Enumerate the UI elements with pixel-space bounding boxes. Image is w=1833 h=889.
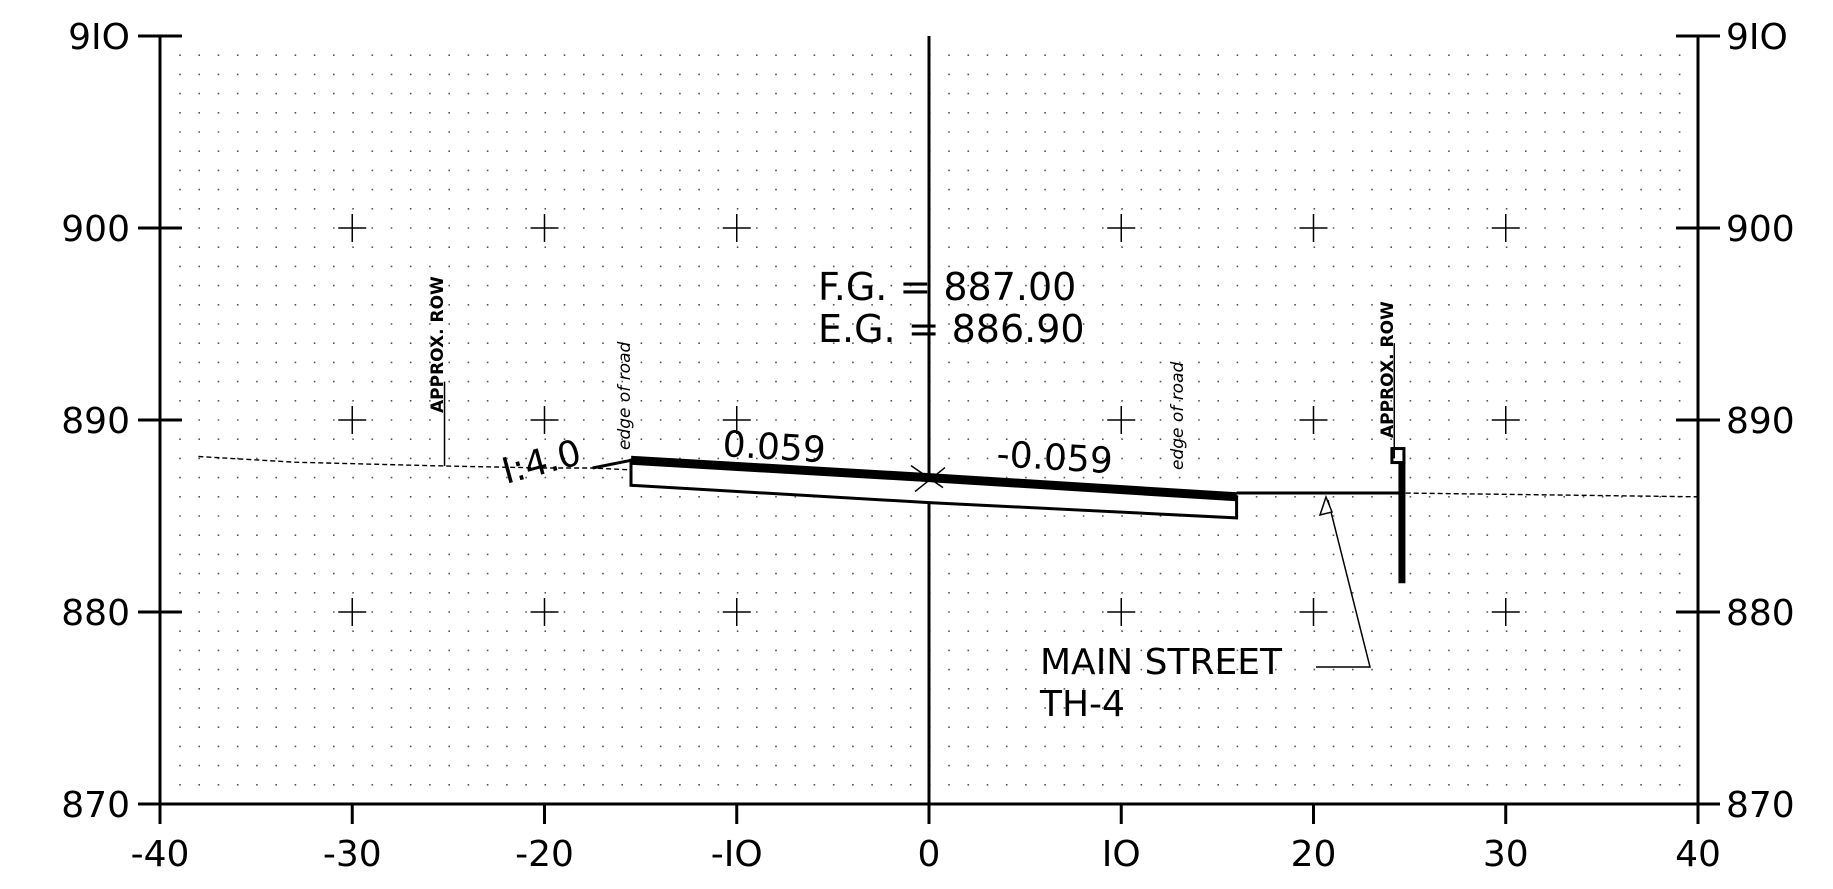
centerline-grade-marker <box>910 464 946 493</box>
x-tick-label: 20 <box>1291 834 1337 875</box>
x-tick-label: -IO <box>711 834 763 875</box>
y-tick-label-right: 880 <box>1726 593 1795 634</box>
grid-cross <box>722 406 751 434</box>
grid-cross <box>1107 406 1136 434</box>
grid-cross <box>1299 598 1328 626</box>
fg-elevation-label: F.G. = 887.00 <box>818 265 1076 309</box>
grid-crosses <box>338 214 1520 626</box>
x-tick-label: 30 <box>1483 834 1529 875</box>
y-tick-label-right: 870 <box>1726 785 1795 826</box>
y-tick-label-right: 890 <box>1726 401 1795 442</box>
side-slope-label: I:4.0 <box>498 432 586 492</box>
tick-marks <box>138 34 1720 824</box>
grid-cross <box>338 214 367 242</box>
y-tick-label-left: 880 <box>61 593 130 634</box>
section-geometry <box>198 343 1699 668</box>
grid-cross <box>722 598 751 626</box>
edge-of-road-right-label: edge of road <box>1168 361 1188 470</box>
y-tick-label-right: 900 <box>1726 209 1795 250</box>
street-leader-line <box>1316 499 1371 668</box>
x-tick-label: 40 <box>1675 834 1721 875</box>
y-tick-label-left: 900 <box>61 209 130 250</box>
grid-cross <box>1491 214 1520 242</box>
slope-right-label: -0.059 <box>995 434 1113 482</box>
grid-cross <box>530 598 559 626</box>
approx-row-right-label: APPROX. ROW <box>1378 301 1398 438</box>
grid-cross <box>1107 598 1136 626</box>
x-tick-label: -20 <box>515 834 574 875</box>
left-foreslope <box>592 458 632 470</box>
x-tick-label: IO <box>1102 834 1141 875</box>
grid-cross <box>338 406 367 434</box>
grid-cross <box>1107 214 1136 242</box>
eg-elevation-label: E.G. = 886.90 <box>818 307 1085 351</box>
y-tick-label-left: 870 <box>61 785 130 826</box>
y-tick-label-right: 9IO <box>1726 17 1788 58</box>
approx-row-left-label: APPROX. ROW <box>428 276 448 413</box>
x-tick-label: 0 <box>918 834 941 875</box>
edge-of-road-left-label: edge of road <box>615 341 635 450</box>
street-name-label: MAIN STREET <box>1040 642 1283 683</box>
y-tick-label-left: 9IO <box>68 17 130 58</box>
x-tick-label: -30 <box>323 834 382 875</box>
street-leader-arrow <box>1318 494 1334 517</box>
grid-cross <box>530 406 559 434</box>
grid-cross <box>1491 406 1520 434</box>
grid-cross <box>722 214 751 242</box>
dot-grid <box>179 54 1681 786</box>
slope-left-label: 0.059 <box>721 424 826 471</box>
tick-labels: 870 870 880 880 890 890 900 900 9IO 9IO -40 -30 -20 -… <box>61 17 1794 875</box>
grid-cross <box>1299 214 1328 242</box>
grid-dot-pattern <box>179 54 1681 786</box>
grid-cross <box>530 214 559 242</box>
grid-cross <box>1491 598 1520 626</box>
x-tick-label: -40 <box>131 834 190 875</box>
grid-cross <box>338 598 367 626</box>
grid-cross <box>1299 406 1328 434</box>
street-route-label: TH-4 <box>1039 684 1125 725</box>
y-tick-label-left: 890 <box>61 401 130 442</box>
